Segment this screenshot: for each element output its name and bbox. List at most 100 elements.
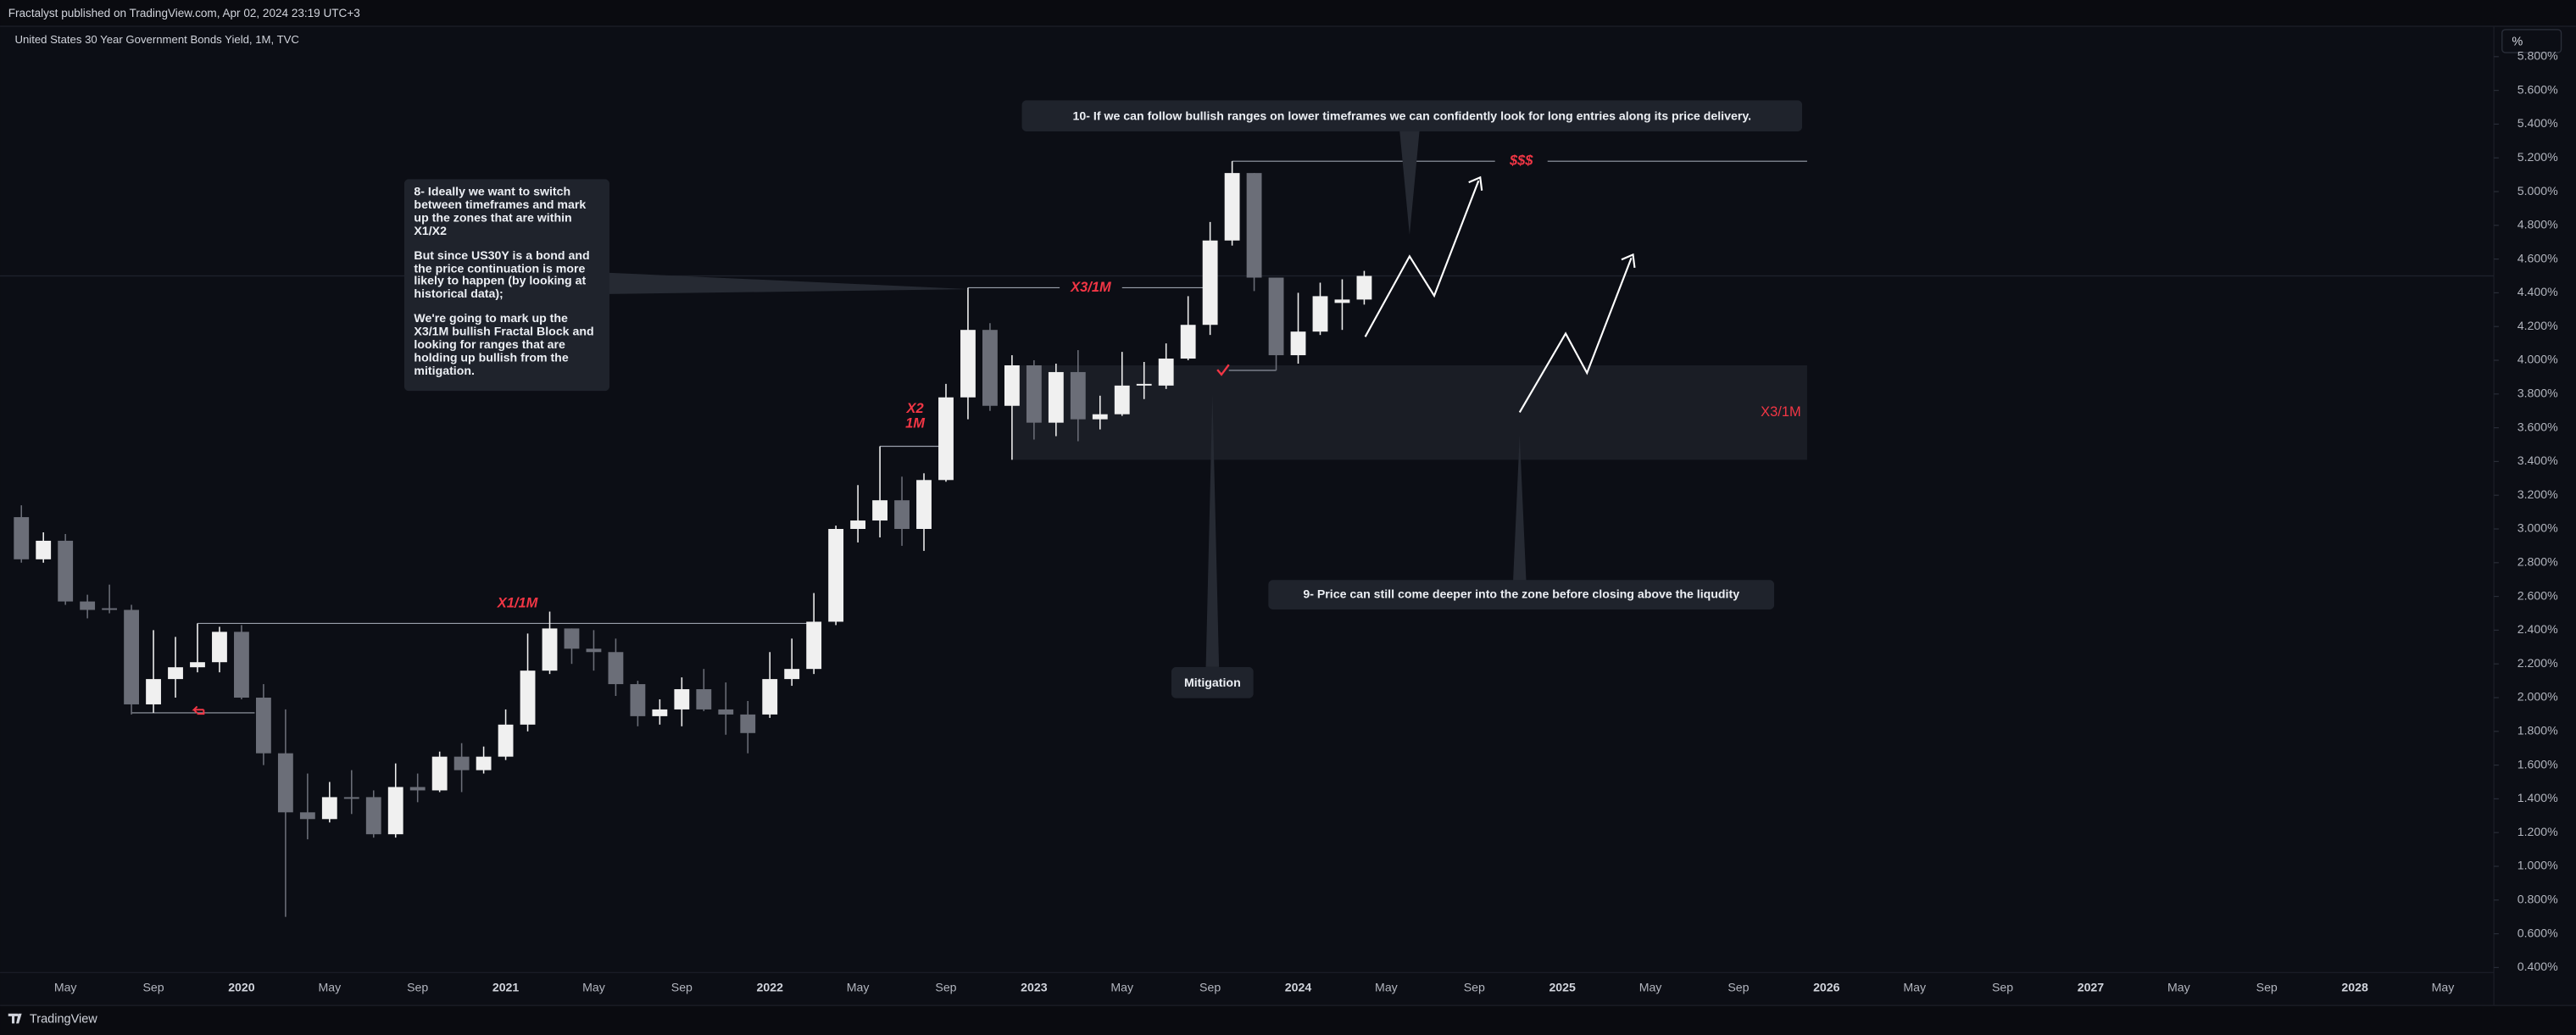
y-tick-label: 3.000%	[2518, 521, 2558, 535]
y-tick-label: 2.600%	[2518, 588, 2558, 602]
y-tick-label: 2.800%	[2518, 555, 2558, 569]
y-tick-label: 3.400%	[2518, 454, 2558, 467]
candle-body	[1004, 364, 1020, 406]
candle-body	[740, 714, 756, 733]
candle-body	[982, 330, 998, 406]
y-tick-label: 5.400%	[2518, 116, 2558, 130]
candle-body	[806, 621, 822, 670]
candle-body	[102, 608, 118, 610]
level-label: X3/1M	[1761, 404, 1801, 420]
candle-body	[343, 797, 359, 799]
note-paragraph: We're going to mark up the X3/1M bullish…	[414, 310, 594, 378]
x-tick-label: May	[1903, 980, 1927, 993]
x-tick-label: 2021	[492, 980, 520, 993]
unit-button[interactable]	[2501, 29, 2562, 53]
level-label: $$$	[1509, 153, 1533, 169]
candle-body	[1334, 299, 1350, 303]
y-tick-label: 2.000%	[2518, 690, 2558, 704]
x-tick-label: Sep	[2256, 980, 2278, 993]
y-tick-label: 1.800%	[2518, 724, 2558, 737]
x-tick-label: May	[1639, 980, 1663, 993]
candle-body	[1180, 325, 1196, 359]
candle-body	[234, 632, 249, 698]
candle-body	[850, 520, 866, 530]
x-tick-label: 2023	[1021, 980, 1048, 993]
x-tick-label: Sep	[671, 980, 693, 993]
note-8: 8- Ideally we want to switch between tim…	[403, 179, 610, 392]
candle-body	[1202, 240, 1218, 326]
y-tick-label: 5.000%	[2518, 184, 2558, 198]
note-10: 10- If we can follow bullish ranges on l…	[1021, 100, 1803, 132]
candle-body	[938, 397, 954, 481]
x-tick-label: Sep	[1728, 980, 1749, 993]
level-label: 1M	[905, 415, 926, 431]
candle-body	[80, 601, 96, 610]
y-tick-label: 4.800%	[2518, 218, 2558, 231]
brand-logo	[8, 1013, 22, 1024]
y-tick-label: 2.400%	[2518, 622, 2558, 636]
unit-button-label[interactable]: %	[2512, 35, 2523, 48]
candle-body	[630, 684, 646, 716]
publisher: Fractalyst published on TradingView.com,…	[8, 7, 360, 19]
y-tick-label: 3.600%	[2518, 420, 2558, 433]
x-tick-label: May	[1375, 980, 1399, 993]
y-tick-label: 5.600%	[2518, 82, 2558, 96]
note-8-box: 8- Ideally we want to switch between tim…	[403, 179, 610, 392]
candle-body	[1070, 371, 1086, 420]
x-tick-label: May	[54, 980, 78, 993]
candle-body	[1246, 173, 1262, 278]
candle-body	[828, 529, 844, 622]
candle-body	[498, 724, 514, 757]
note-paragraph: But since US30Y is a bond and the price …	[414, 247, 590, 302]
x-tick-label: 2027	[2078, 980, 2105, 993]
candle-body	[1290, 331, 1306, 356]
candle-body	[146, 679, 161, 704]
y-tick-label: 4.400%	[2518, 285, 2558, 298]
x-tick-label: Sep	[142, 980, 164, 993]
candle-body	[520, 671, 536, 725]
candle-body	[36, 540, 52, 559]
arrow-head	[1621, 253, 1636, 269]
chart-title: United States 30 Year Government Bonds Y…	[14, 33, 298, 46]
brand: TradingView	[30, 1012, 97, 1026]
bottom-bar	[0, 1005, 2576, 1035]
candle-body	[1356, 275, 1372, 300]
candle-body	[916, 480, 932, 530]
level-label: X1/1M	[497, 596, 539, 611]
y-tick-label: 4.200%	[2518, 319, 2558, 332]
y-tick-label: 0.800%	[2518, 893, 2558, 906]
candle-body	[299, 812, 315, 820]
candle-body	[387, 787, 403, 835]
candle-body	[365, 797, 381, 835]
candle-body	[1048, 371, 1064, 423]
check-icon	[1216, 364, 1230, 376]
y-tick-label: 4.000%	[2518, 353, 2558, 366]
candle-body	[696, 689, 712, 709]
x-tick-label: Sep	[1199, 980, 1221, 993]
arrow-head	[1468, 175, 1483, 191]
zone	[1011, 364, 1807, 460]
y-tick-label: 0.400%	[2518, 960, 2558, 973]
candle-body	[212, 632, 227, 663]
candle-body	[409, 787, 426, 791]
note-9: 9- Price can still come deeper into the …	[1268, 580, 1775, 610]
x-tick-label: Sep	[407, 980, 428, 993]
level-label: X2	[905, 401, 923, 416]
note-8-pointer	[608, 272, 970, 294]
candle-body	[1136, 383, 1152, 386]
x-tick-label: 2020	[228, 980, 255, 993]
candle-body	[1092, 414, 1108, 420]
return-icon	[192, 705, 205, 715]
note-9-pointer	[1513, 435, 1527, 582]
y-tick-label: 5.200%	[2518, 150, 2558, 164]
x-tick-label: 2025	[1549, 980, 1576, 993]
candle-body	[652, 709, 668, 716]
note-9-box: 9- Price can still come deeper into the …	[1268, 580, 1775, 610]
candle-body	[872, 500, 887, 521]
mitigation: Mitigation	[1171, 666, 1254, 698]
candle-body	[1268, 277, 1284, 356]
note-10-pointer	[1399, 131, 1420, 236]
candle-body	[784, 669, 800, 680]
